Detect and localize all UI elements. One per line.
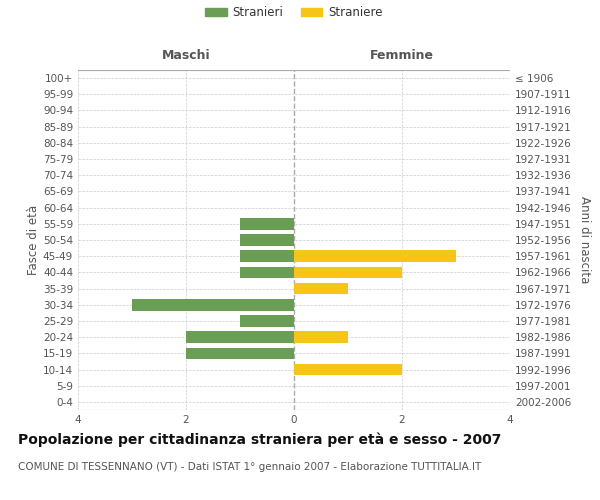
Bar xyxy=(294,266,402,278)
Bar xyxy=(240,250,294,262)
Bar xyxy=(132,299,294,310)
Bar xyxy=(240,234,294,246)
Bar xyxy=(240,315,294,327)
Y-axis label: Fasce di età: Fasce di età xyxy=(27,205,40,275)
Y-axis label: Anni di nascita: Anni di nascita xyxy=(578,196,591,284)
Bar xyxy=(240,266,294,278)
Text: COMUNE DI TESSENNANO (VT) - Dati ISTAT 1° gennaio 2007 - Elaborazione TUTTITALIA: COMUNE DI TESSENNANO (VT) - Dati ISTAT 1… xyxy=(18,462,481,472)
Legend: Stranieri, Straniere: Stranieri, Straniere xyxy=(200,1,388,24)
Bar xyxy=(186,332,294,343)
Text: Popolazione per cittadinanza straniera per età e sesso - 2007: Popolazione per cittadinanza straniera p… xyxy=(18,432,502,447)
Bar xyxy=(294,282,348,294)
Bar xyxy=(294,364,402,376)
Bar xyxy=(294,332,348,343)
Bar xyxy=(294,250,456,262)
Bar xyxy=(186,348,294,359)
Text: Femmine: Femmine xyxy=(370,50,434,62)
Text: Maschi: Maschi xyxy=(161,50,211,62)
Bar xyxy=(240,218,294,230)
